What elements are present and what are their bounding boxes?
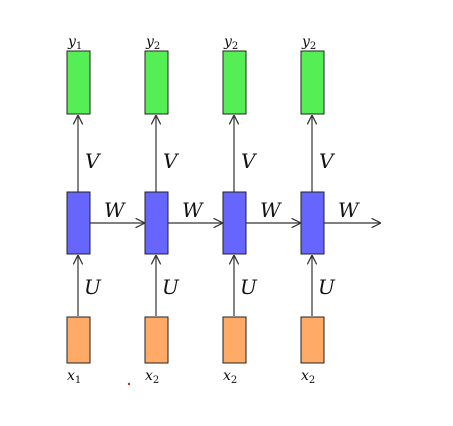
input-box-1 bbox=[66, 316, 91, 364]
v-label-4: V bbox=[319, 149, 336, 173]
rnn-column-1: y1 V U x1 bbox=[66, 34, 102, 386]
output-box-3 bbox=[222, 50, 247, 115]
hidden-box-2 bbox=[144, 191, 169, 255]
w-label-3: W bbox=[260, 198, 282, 222]
input-box-4 bbox=[300, 316, 325, 364]
hidden-box-3 bbox=[222, 191, 247, 255]
input-label-3: x2 bbox=[223, 368, 237, 386]
w-label-2: W bbox=[182, 198, 204, 222]
u-label-2: U bbox=[162, 275, 180, 299]
output-label-2: y2 bbox=[145, 34, 160, 52]
input-label-1: x1 bbox=[67, 368, 81, 386]
input-box-3 bbox=[222, 316, 247, 364]
v-label-2: V bbox=[163, 149, 180, 173]
hidden-box-4 bbox=[300, 191, 325, 255]
stray-dot bbox=[127, 382, 131, 386]
hidden-box-1 bbox=[66, 191, 91, 255]
w-label-1: W bbox=[104, 198, 126, 222]
input-box-2 bbox=[144, 316, 169, 364]
rnn-column-4: y2 V U x2 bbox=[300, 34, 336, 386]
v-label-1: V bbox=[85, 149, 102, 173]
output-box-1 bbox=[66, 50, 91, 115]
u-label-4: U bbox=[318, 275, 336, 299]
output-label-3: y2 bbox=[223, 34, 238, 52]
output-box-4 bbox=[300, 50, 325, 115]
v-label-3: V bbox=[241, 149, 258, 173]
u-label-1: U bbox=[84, 275, 102, 299]
u-label-3: U bbox=[240, 275, 258, 299]
output-label-1: y1 bbox=[67, 34, 82, 52]
rnn-column-3: y2 V U x2 bbox=[222, 34, 258, 386]
w-label-4: W bbox=[338, 198, 360, 222]
input-label-2: x2 bbox=[145, 368, 159, 386]
output-box-2 bbox=[144, 50, 169, 115]
rnn-column-2: y2 V U x2 bbox=[144, 34, 180, 386]
input-label-4: x2 bbox=[301, 368, 315, 386]
output-label-4: y2 bbox=[301, 34, 316, 52]
recurrent-connections: W W W W bbox=[90, 198, 380, 223]
